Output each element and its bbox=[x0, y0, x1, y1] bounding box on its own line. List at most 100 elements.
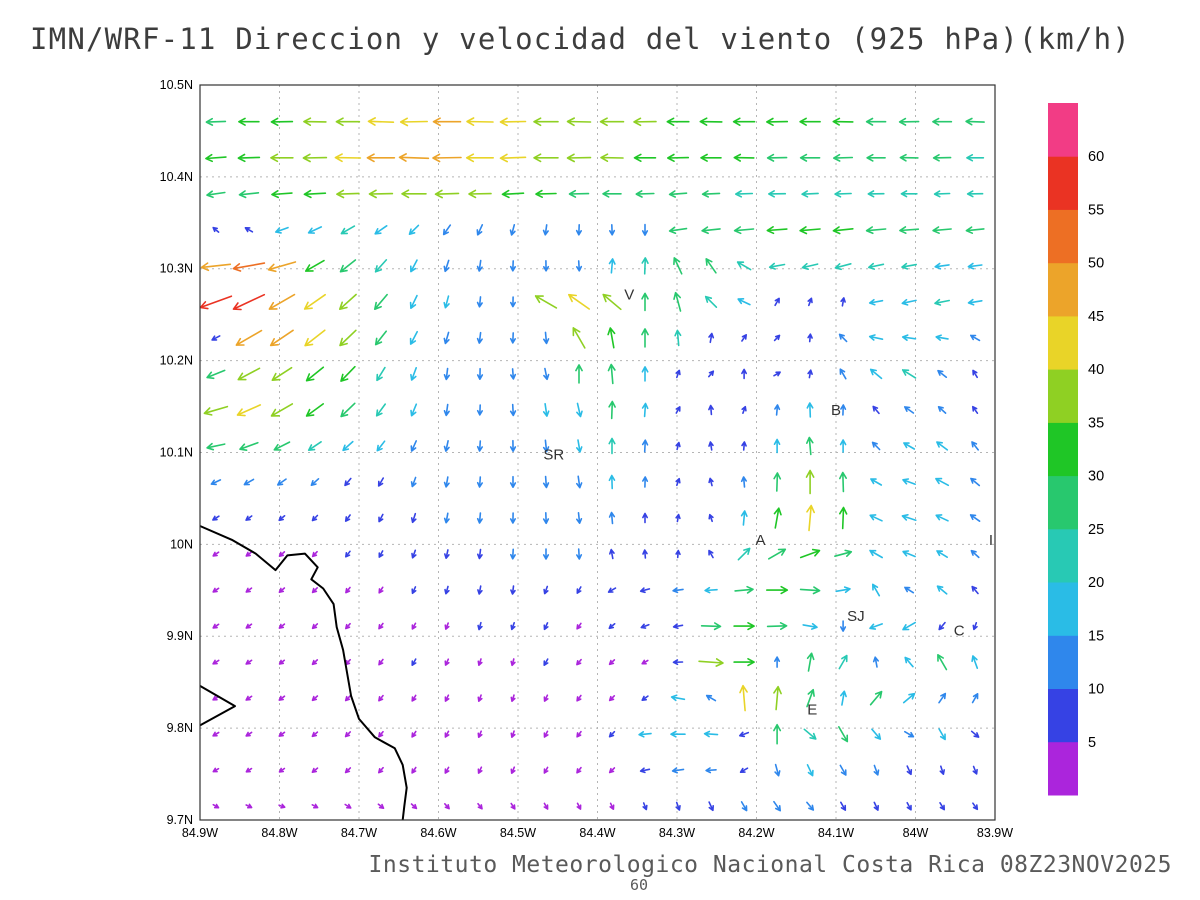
wind-arrow bbox=[304, 329, 326, 347]
wind-arrow bbox=[339, 259, 357, 273]
wind-arrow bbox=[444, 803, 450, 810]
wind-arrow bbox=[212, 659, 220, 665]
y-tick-label: 10.1N bbox=[160, 446, 193, 460]
wind-arrow bbox=[344, 767, 352, 774]
wind-arrow bbox=[199, 295, 233, 310]
wind-arrow bbox=[311, 550, 318, 558]
wind-arrow bbox=[376, 366, 386, 382]
wind-arrow bbox=[411, 658, 417, 666]
wind-arrow bbox=[701, 226, 721, 235]
wind-arrow bbox=[705, 767, 717, 774]
wind-arrow bbox=[773, 507, 782, 529]
footer-note: 60 bbox=[630, 876, 649, 894]
wind-arrow bbox=[741, 334, 747, 342]
wind-arrow bbox=[345, 622, 351, 630]
wind-arrow bbox=[609, 802, 615, 810]
wind-arrow bbox=[476, 259, 483, 272]
colorbar-label: 35 bbox=[1088, 415, 1104, 431]
wind-arrow bbox=[704, 295, 718, 308]
wind-arrow bbox=[903, 442, 916, 450]
wind-arrow bbox=[568, 293, 590, 310]
station-label: V bbox=[624, 287, 634, 304]
wind-arrow bbox=[543, 260, 550, 272]
wind-arrow bbox=[732, 117, 756, 126]
wind-arrow bbox=[368, 189, 394, 199]
wind-arrow bbox=[668, 226, 688, 234]
wind-arrow bbox=[311, 803, 319, 809]
wind-arrow bbox=[971, 585, 979, 595]
wind-arrow bbox=[602, 293, 622, 311]
wind-arrow bbox=[867, 190, 885, 198]
wind-arrow bbox=[608, 659, 616, 666]
wind-arrow bbox=[703, 730, 719, 738]
wind-arrow bbox=[311, 659, 319, 666]
wind-arrow bbox=[902, 478, 916, 485]
wind-arrow bbox=[773, 723, 782, 745]
wind-arrow bbox=[278, 623, 286, 629]
wind-arrow bbox=[704, 586, 718, 594]
wind-arrow bbox=[871, 441, 881, 451]
wind-arrow bbox=[938, 692, 947, 704]
colorbar-label: 10 bbox=[1088, 682, 1104, 698]
wind-arrow bbox=[641, 292, 649, 312]
wind-arrow bbox=[206, 369, 226, 380]
wind-arrow bbox=[411, 730, 417, 738]
wind-arrow bbox=[839, 439, 847, 453]
wind-arrow bbox=[641, 439, 649, 453]
wind-arrow bbox=[970, 334, 981, 342]
wind-arrow bbox=[340, 365, 356, 382]
wind-arrow bbox=[774, 297, 780, 307]
wind-arrow bbox=[378, 513, 384, 523]
wind-arrow bbox=[608, 695, 616, 702]
wind-arrow bbox=[476, 367, 484, 380]
colorbar-segment bbox=[1048, 422, 1078, 477]
wind-arrow bbox=[838, 654, 848, 670]
wind-arrow bbox=[432, 117, 462, 127]
wind-arrow bbox=[245, 623, 253, 629]
wind-arrow bbox=[268, 293, 296, 310]
colorbar-label: 50 bbox=[1088, 256, 1104, 272]
x-tick-label: 84.8W bbox=[261, 826, 297, 840]
station-label: A bbox=[755, 532, 765, 549]
wind-arrow bbox=[476, 476, 483, 488]
wind-arrow bbox=[935, 477, 950, 487]
wind-arrow bbox=[410, 367, 417, 381]
wind-arrow bbox=[936, 441, 949, 451]
colorbar-label: 55 bbox=[1088, 203, 1104, 219]
station-label: SR bbox=[543, 446, 564, 463]
wind-arrow bbox=[401, 189, 427, 199]
wind-arrow bbox=[869, 514, 883, 522]
wind-arrow bbox=[409, 330, 418, 345]
wind-arrow bbox=[443, 476, 450, 488]
wind-arrow bbox=[576, 548, 583, 560]
wind-arrow bbox=[366, 153, 396, 163]
wind-arrow bbox=[773, 334, 781, 342]
wind-arrow bbox=[239, 441, 259, 451]
colorbar-segment bbox=[1048, 475, 1078, 530]
wind-arrow bbox=[501, 189, 525, 199]
wind-arrow bbox=[733, 658, 755, 667]
wind-arrow bbox=[641, 223, 649, 236]
wind-arrow bbox=[339, 329, 357, 347]
wind-arrow bbox=[334, 153, 362, 163]
wind-arrow bbox=[675, 406, 681, 414]
wind-arrow bbox=[806, 652, 815, 672]
wind-arrow bbox=[344, 477, 352, 487]
wind-arrow bbox=[932, 154, 952, 162]
wind-arrow bbox=[638, 731, 652, 738]
wind-arrow bbox=[245, 803, 253, 809]
wind-arrow bbox=[444, 549, 450, 559]
wind-arrow bbox=[576, 730, 582, 738]
wind-arrow bbox=[708, 549, 714, 559]
wind-arrow bbox=[543, 658, 549, 666]
colorbar-label: 45 bbox=[1088, 309, 1104, 325]
wind-arrow bbox=[212, 515, 220, 521]
wind-arrow bbox=[839, 471, 847, 493]
wind-arrow bbox=[237, 367, 261, 381]
wind-arrow bbox=[641, 328, 649, 348]
wind-arrow bbox=[768, 190, 787, 198]
wind-arrow bbox=[832, 117, 854, 126]
wind-arrow bbox=[965, 117, 985, 126]
colorbar-segment bbox=[1048, 688, 1078, 743]
